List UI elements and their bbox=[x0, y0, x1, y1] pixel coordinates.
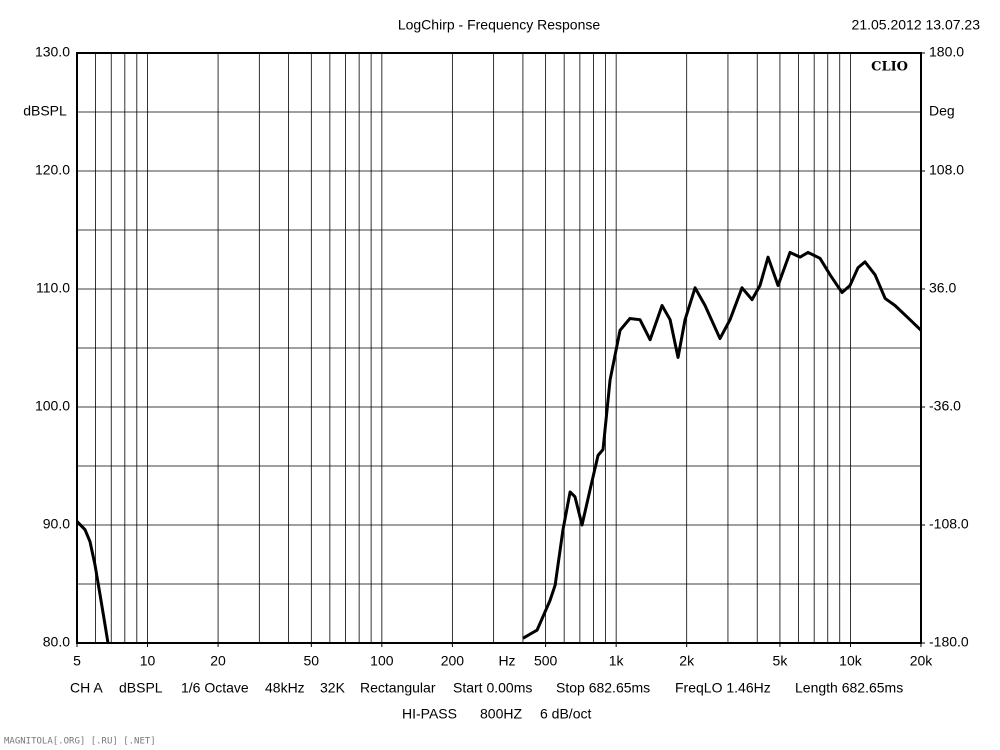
plot-frame bbox=[76, 52, 922, 644]
footer-item: FreqLO 1.46Hz bbox=[675, 680, 771, 696]
x-axis-label: Hz bbox=[498, 653, 515, 669]
y-tick-label: 100.0 bbox=[35, 398, 70, 414]
y2-tick-label: 180.0 bbox=[929, 44, 964, 60]
chart-title: LogChirp - Frequency Response bbox=[398, 17, 601, 33]
watermark: MAGNITOLA[.ORG] [.RU] [.NET] bbox=[4, 737, 156, 747]
x-tick-label: 20k bbox=[910, 653, 934, 669]
y2-tick-label: 36.0 bbox=[929, 280, 956, 296]
y2-tick-label: -36.0 bbox=[929, 398, 961, 414]
data-line bbox=[75, 250, 923, 644]
footer-item: 1/6 Octave bbox=[181, 680, 249, 696]
footer-item: HI-PASS bbox=[402, 706, 457, 722]
x-tick-label: 5k bbox=[773, 653, 789, 669]
footer-item: 800HZ bbox=[480, 706, 522, 722]
x-tick-label: 100 bbox=[370, 653, 394, 669]
x-tick-label: 1k bbox=[609, 653, 625, 669]
footer-item: 48kHz bbox=[265, 680, 305, 696]
x-tick-label: 5 bbox=[73, 653, 81, 669]
y-tick-label: 80.0 bbox=[43, 634, 70, 650]
y-tick-label: 130.0 bbox=[35, 44, 70, 60]
x-tick-label: 50 bbox=[304, 653, 320, 669]
footer-item: dBSPL bbox=[119, 680, 163, 696]
x-tick-label: 10k bbox=[839, 653, 863, 669]
y-axis-label: dBSPL bbox=[23, 103, 67, 119]
timestamp: 21.05.2012 13.07.23 bbox=[852, 17, 981, 33]
y-tick-label: 90.0 bbox=[43, 516, 70, 532]
y2-tick-label: -108.0 bbox=[929, 516, 969, 532]
x-tick-label: 20 bbox=[210, 653, 226, 669]
y-tick-label: 110.0 bbox=[36, 280, 70, 296]
y-tick-label: 120.0 bbox=[35, 162, 70, 178]
y2-tick-label: 108.0 bbox=[929, 162, 964, 178]
x-tick-label: 500 bbox=[534, 653, 558, 669]
footer-item: Start 0.00ms bbox=[453, 680, 532, 696]
footer-item: Stop 682.65ms bbox=[556, 680, 650, 696]
x-tick-label: 2k bbox=[679, 653, 695, 669]
y2-tick-label: -180.0 bbox=[929, 634, 969, 650]
footer-item: 32K bbox=[320, 680, 346, 696]
badge-box bbox=[862, 57, 917, 77]
footer-item: CH A bbox=[70, 680, 103, 696]
y2-axis-label: Deg bbox=[929, 103, 955, 119]
x-tick-label: 10 bbox=[140, 653, 156, 669]
footer-item: Rectangular bbox=[360, 680, 436, 696]
x-tick-label: 200 bbox=[441, 653, 465, 669]
footer-item: 6 dB/oct bbox=[540, 706, 591, 722]
badge: CLIO bbox=[871, 60, 908, 75]
footer-item: Length 682.65ms bbox=[795, 680, 903, 696]
